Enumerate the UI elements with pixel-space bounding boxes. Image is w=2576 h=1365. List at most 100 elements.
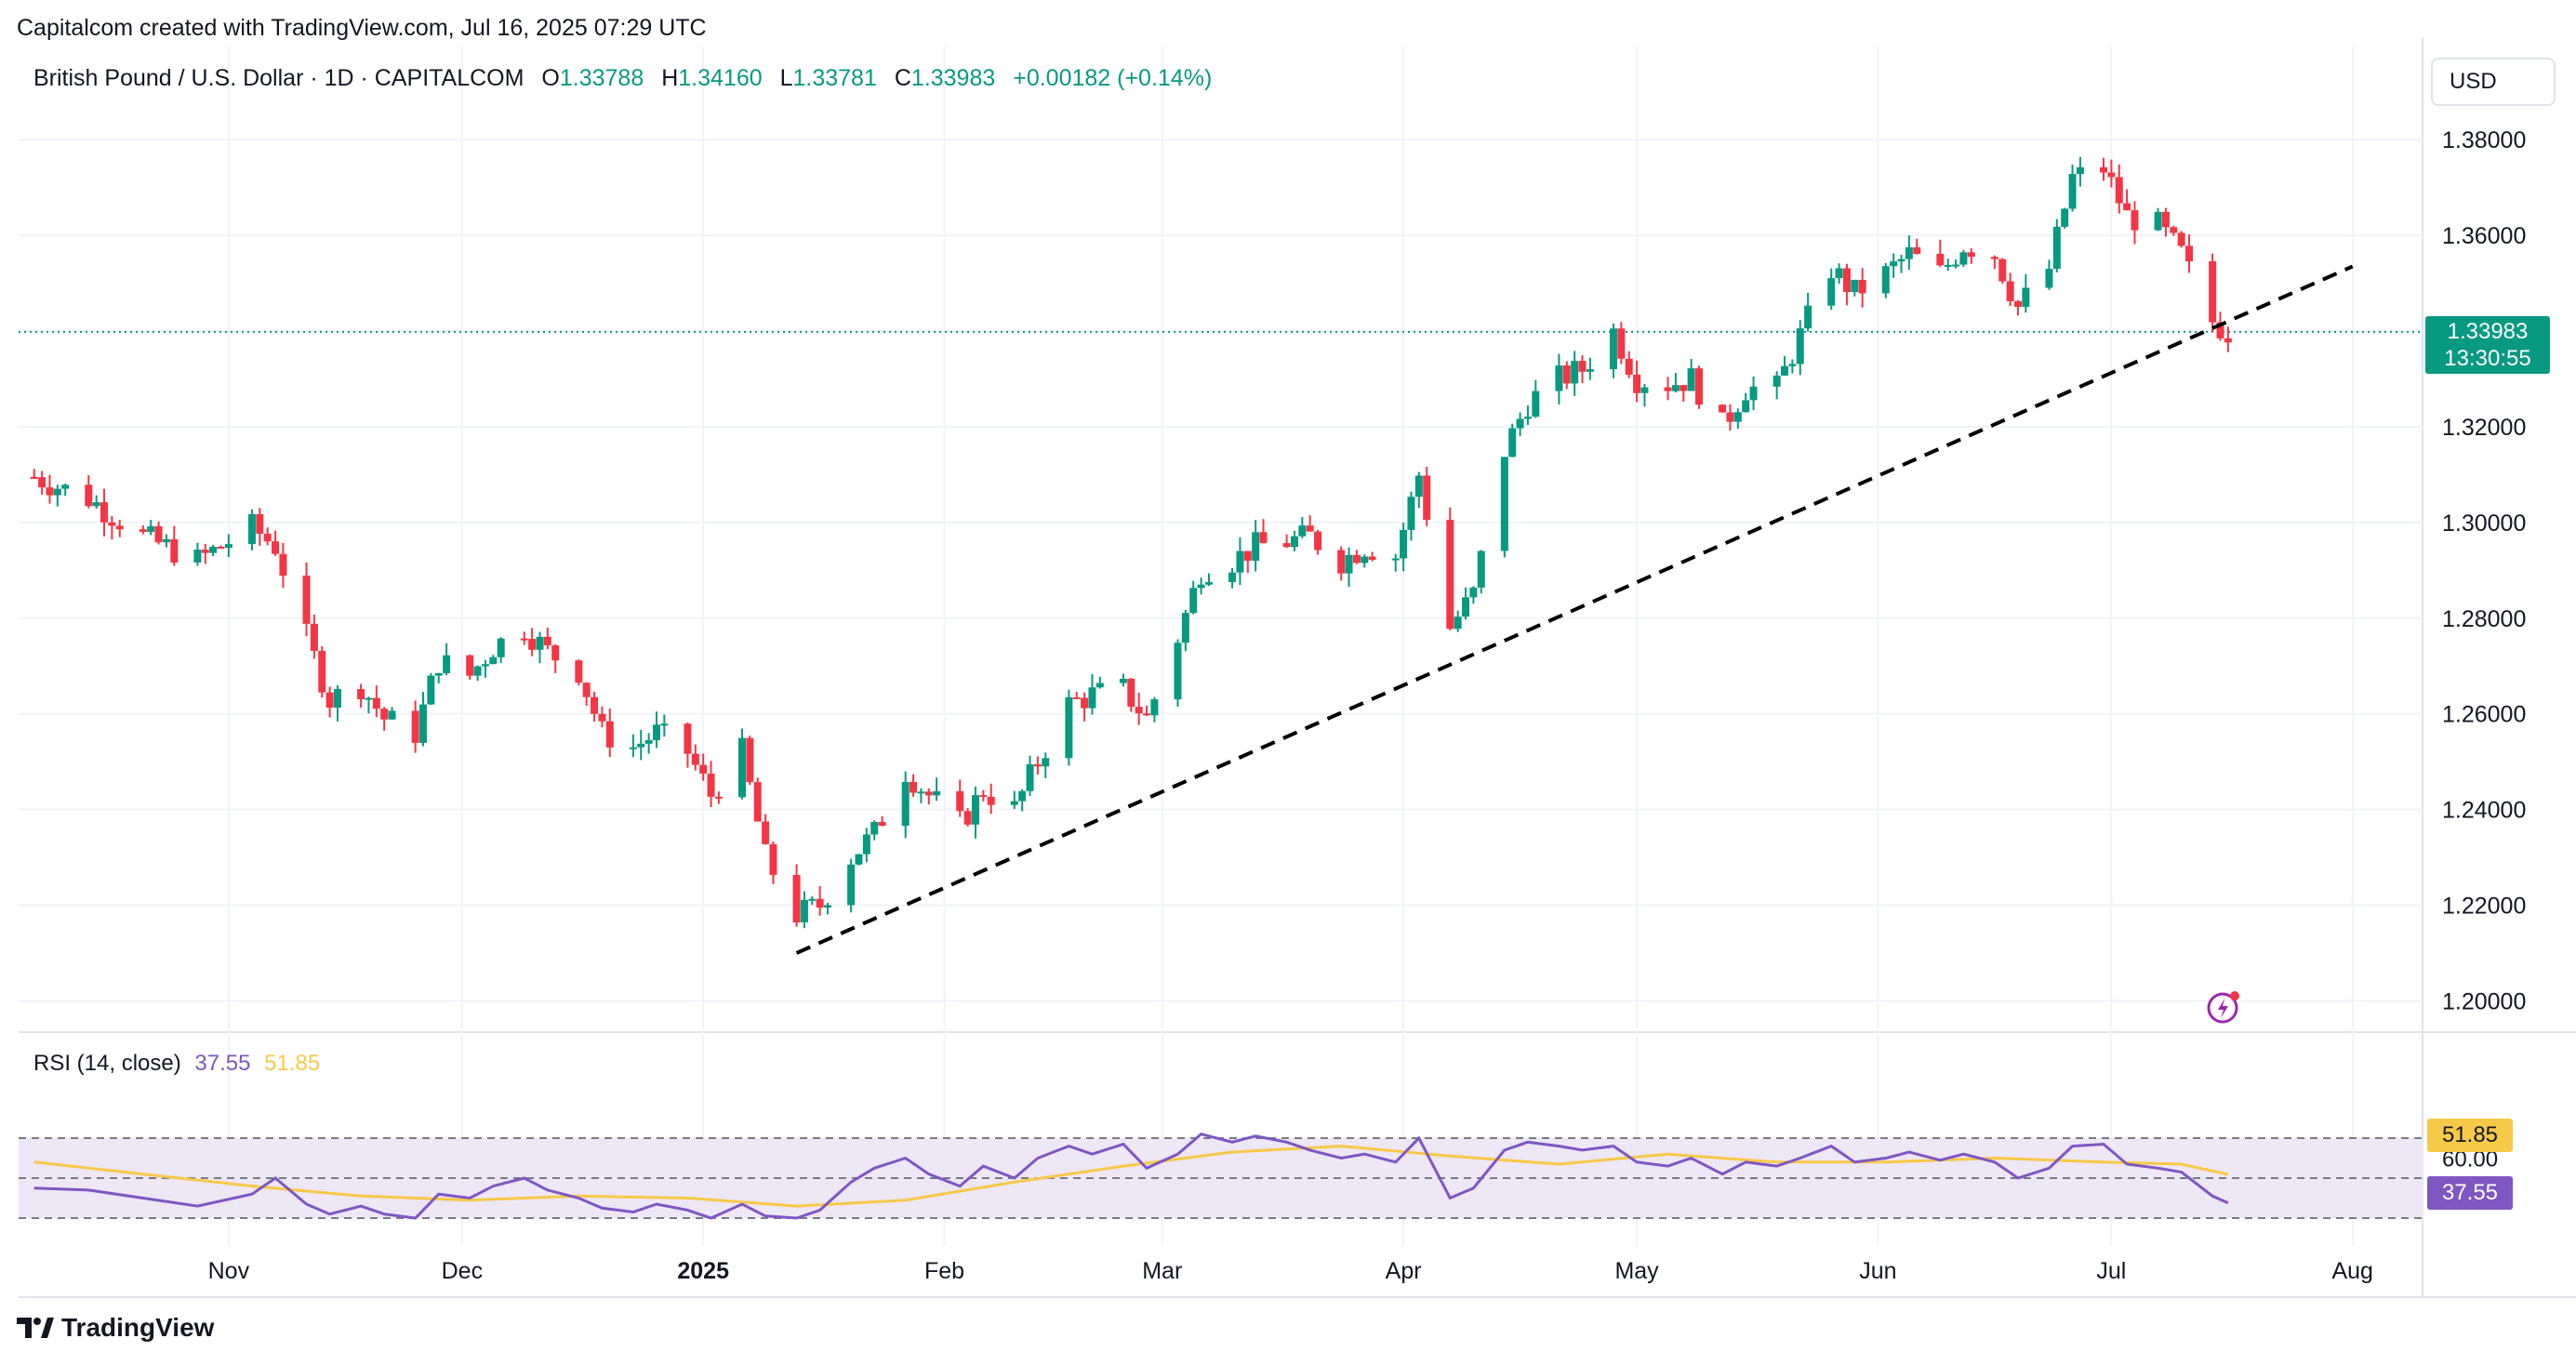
last-price-value: 1.33983 bbox=[2447, 319, 2529, 344]
candle-body bbox=[1127, 678, 1135, 708]
candle-body bbox=[1726, 412, 1734, 422]
candle-body bbox=[738, 737, 747, 798]
candle-body bbox=[1423, 475, 1431, 521]
candle-body bbox=[1368, 556, 1376, 561]
candle-body bbox=[1578, 361, 1587, 372]
close-label: C bbox=[894, 65, 911, 91]
candle-body bbox=[1733, 412, 1742, 422]
created-by-line: Capitalcom created with TradingView.com,… bbox=[17, 15, 707, 41]
candle-body bbox=[2131, 210, 2139, 231]
candle-body bbox=[591, 696, 599, 714]
candle-body bbox=[85, 484, 93, 507]
rsi-label[interactable]: RSI (14, close) bbox=[33, 1051, 181, 1076]
candle-body bbox=[256, 513, 264, 534]
candle-body bbox=[629, 747, 637, 749]
candle-body bbox=[38, 477, 46, 488]
candle-body bbox=[247, 513, 256, 545]
candle-body bbox=[272, 541, 280, 554]
rsi-legend-ma-value: 51.85 bbox=[264, 1051, 321, 1076]
price-tick-label: 1.20000 bbox=[2442, 988, 2526, 1014]
candle-body bbox=[870, 821, 879, 835]
candle-body bbox=[520, 638, 528, 641]
candle-body bbox=[1236, 550, 1244, 573]
candle-body bbox=[162, 538, 170, 543]
time-tick-label: Apr bbox=[1386, 1258, 1422, 1284]
symbol-name[interactable]: British Pound / U.S. Dollar · 1D · CAPIT… bbox=[33, 65, 524, 91]
change-value: +0.00182 (+0.14%) bbox=[1013, 65, 1213, 91]
price-tick-label: 1.30000 bbox=[2442, 510, 2526, 537]
candle-body bbox=[365, 697, 373, 700]
currency-button[interactable]: USD bbox=[2431, 58, 2556, 106]
candle-body bbox=[847, 864, 856, 906]
candle-body bbox=[1905, 246, 1913, 259]
open-value: 1.33788 bbox=[559, 65, 644, 91]
candle-body bbox=[419, 704, 428, 743]
candle-body bbox=[1788, 364, 1797, 366]
candle-body bbox=[862, 834, 870, 855]
trendline bbox=[795, 264, 2354, 955]
candle-body bbox=[1197, 584, 1205, 589]
candle-body bbox=[1952, 264, 1960, 267]
candle-body bbox=[170, 538, 179, 563]
candle-body bbox=[878, 821, 886, 827]
candle-body bbox=[2107, 172, 2116, 178]
candle-body bbox=[1042, 758, 1050, 767]
candle-body bbox=[1500, 457, 1508, 551]
candle-body bbox=[2100, 166, 2108, 173]
candle-body bbox=[1189, 588, 1198, 614]
candle-body bbox=[1088, 687, 1096, 709]
bar-countdown: 13:30:55 bbox=[2444, 346, 2531, 371]
candle-body bbox=[1143, 713, 1151, 716]
candle-body bbox=[1508, 428, 1517, 457]
time-tick-label: Feb bbox=[924, 1258, 964, 1284]
candle-body bbox=[1827, 278, 1836, 306]
candle-body bbox=[1633, 374, 1641, 393]
candle-body bbox=[318, 650, 326, 693]
rsi-legend: RSI (14, close) 37.55 51.85 bbox=[33, 1051, 320, 1077]
candle-body bbox=[2161, 211, 2170, 228]
candle-body bbox=[388, 710, 396, 720]
candle-body bbox=[1532, 391, 1540, 417]
candle-body bbox=[644, 740, 653, 744]
candle-body bbox=[443, 655, 451, 673]
candle-body bbox=[411, 710, 419, 743]
candle-body bbox=[2052, 226, 2061, 270]
lightning-icon[interactable] bbox=[2206, 987, 2243, 1025]
candle-body bbox=[1391, 558, 1400, 561]
candle-body bbox=[2177, 232, 2185, 246]
candle-body bbox=[473, 666, 482, 676]
candle-body bbox=[2006, 281, 2014, 301]
candle-body bbox=[2224, 338, 2232, 343]
candle-body bbox=[924, 791, 933, 796]
candle-body bbox=[1694, 368, 1703, 405]
candle-body bbox=[489, 656, 498, 665]
open-label: O bbox=[541, 65, 560, 91]
candle-body bbox=[1562, 365, 1571, 384]
candle-body bbox=[746, 737, 754, 783]
rsi-legend-value: 37.55 bbox=[194, 1051, 251, 1076]
candle-body bbox=[46, 487, 54, 496]
tradingview-logo[interactable]: TradingView bbox=[17, 1313, 214, 1343]
candle-body bbox=[1462, 597, 1470, 617]
candle-body bbox=[816, 898, 824, 908]
symbol-legend: British Pound / U.S. Dollar · 1D · CAPIT… bbox=[33, 65, 1212, 92]
high-value: 1.34160 bbox=[678, 65, 763, 91]
candle-body bbox=[1469, 587, 1478, 598]
time-tick-label: Mar bbox=[1142, 1258, 1182, 1284]
candle-body bbox=[691, 753, 699, 765]
candle-body bbox=[1936, 254, 1945, 266]
candle-body bbox=[2045, 269, 2053, 288]
candle-body bbox=[652, 724, 660, 741]
candle-body bbox=[1781, 365, 1789, 376]
candle-body bbox=[1095, 682, 1104, 688]
candle-body bbox=[1897, 258, 1905, 262]
low-value: 1.33781 bbox=[792, 65, 877, 91]
candle-body bbox=[956, 790, 964, 812]
candle-body bbox=[2154, 211, 2162, 231]
candle-body bbox=[1555, 365, 1563, 391]
candle-body bbox=[325, 692, 334, 709]
candle-body bbox=[201, 550, 209, 553]
candle-body bbox=[1361, 556, 1369, 563]
candle-body bbox=[1400, 529, 1408, 559]
